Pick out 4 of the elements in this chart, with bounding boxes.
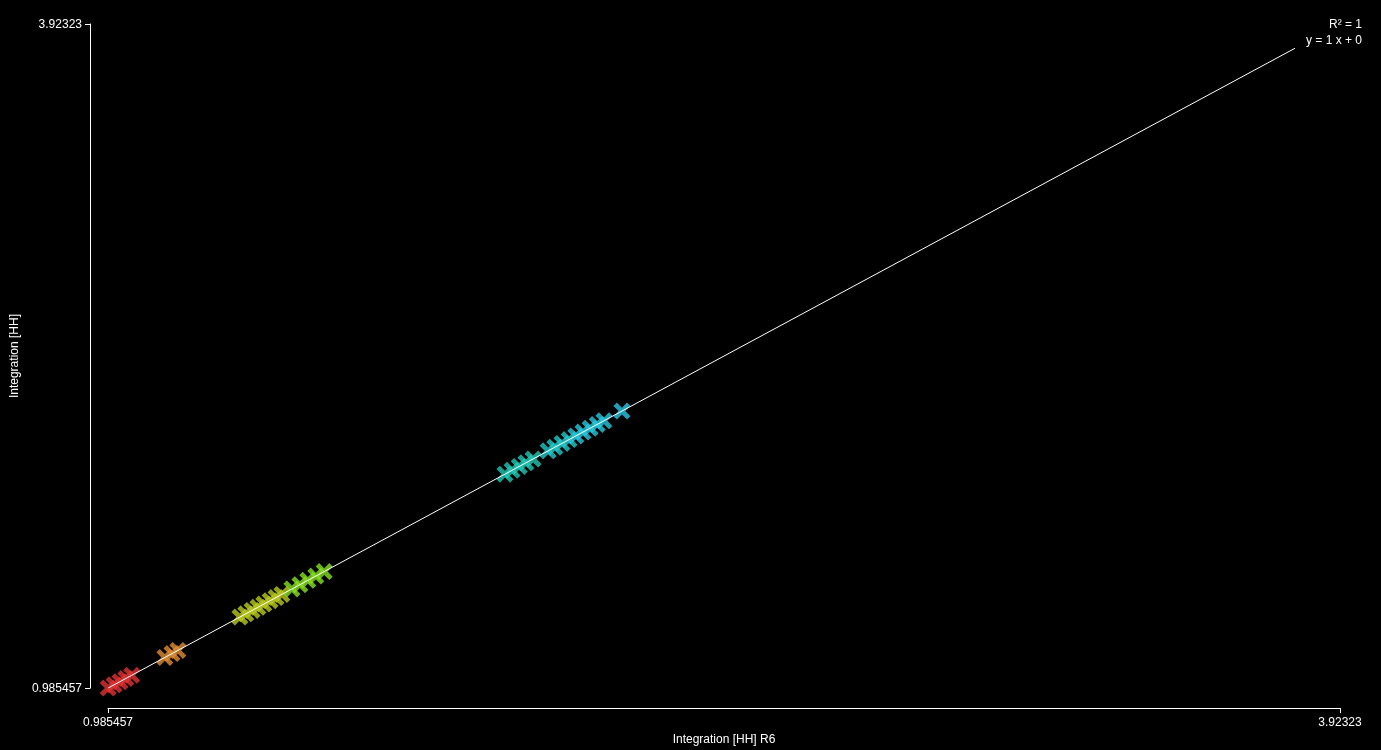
annotation: y = 1 x + 0 bbox=[1305, 32, 1362, 48]
x-axis-title: Integration [HH] R6 bbox=[672, 732, 776, 746]
annotation: R² = 1 bbox=[1328, 16, 1362, 32]
y-axis-title: Integration [HH] bbox=[7, 314, 21, 399]
